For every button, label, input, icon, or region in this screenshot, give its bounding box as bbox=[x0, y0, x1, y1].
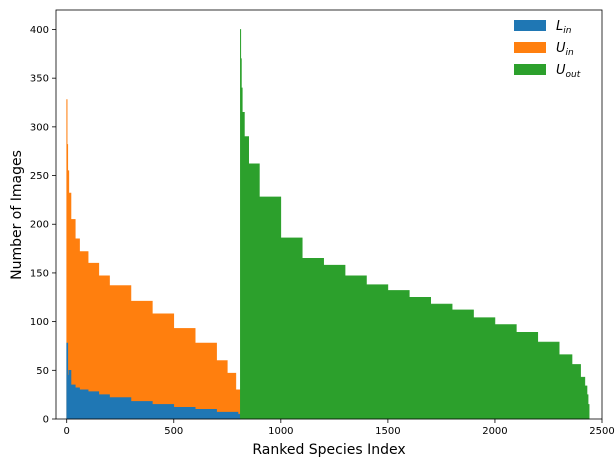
x-axis: 0 500 1000 1500 2000 2500 bbox=[64, 419, 615, 437]
y-tick-label: 200 bbox=[30, 220, 49, 231]
y-tick-label: 50 bbox=[36, 366, 49, 377]
y-tick-label: 150 bbox=[30, 268, 49, 279]
y-tick-label: 250 bbox=[30, 171, 49, 182]
x-tick-label: 2500 bbox=[589, 426, 614, 437]
y-tick-label: 300 bbox=[30, 122, 49, 133]
plot-area bbox=[66, 29, 590, 420]
x-tick-label: 0 bbox=[64, 426, 70, 437]
series-l-in-area bbox=[66, 342, 241, 420]
y-axis-label: Number of Images bbox=[9, 150, 25, 280]
x-tick-label: 2000 bbox=[482, 426, 507, 437]
series-u-out-area bbox=[240, 29, 590, 420]
legend: Lin Uin Uout bbox=[514, 19, 581, 80]
legend-label-u-out: Uout bbox=[556, 63, 581, 80]
y-tick-label: 400 bbox=[30, 25, 49, 36]
y-tick-label: 0 bbox=[43, 415, 49, 426]
x-tick-label: 1000 bbox=[268, 426, 293, 437]
x-tick-label: 1500 bbox=[375, 426, 400, 437]
y-tick-label: 350 bbox=[30, 74, 49, 85]
series-u-in-area bbox=[66, 99, 241, 420]
x-axis-label: Ranked Species Index bbox=[252, 442, 405, 457]
y-tick-label: 100 bbox=[30, 317, 49, 328]
legend-swatch-u-out bbox=[514, 64, 546, 75]
axes-frame bbox=[55, 9, 603, 420]
legend-swatch-u-in bbox=[514, 42, 546, 53]
legend-swatch-l-in bbox=[514, 20, 546, 31]
legend-label-u-in: Uin bbox=[556, 41, 574, 58]
x-tick-label: 500 bbox=[164, 426, 183, 437]
y-axis: 0 50 100 150 200 250 300 350 400 bbox=[30, 25, 56, 426]
legend-label-l-in: Lin bbox=[556, 19, 572, 36]
